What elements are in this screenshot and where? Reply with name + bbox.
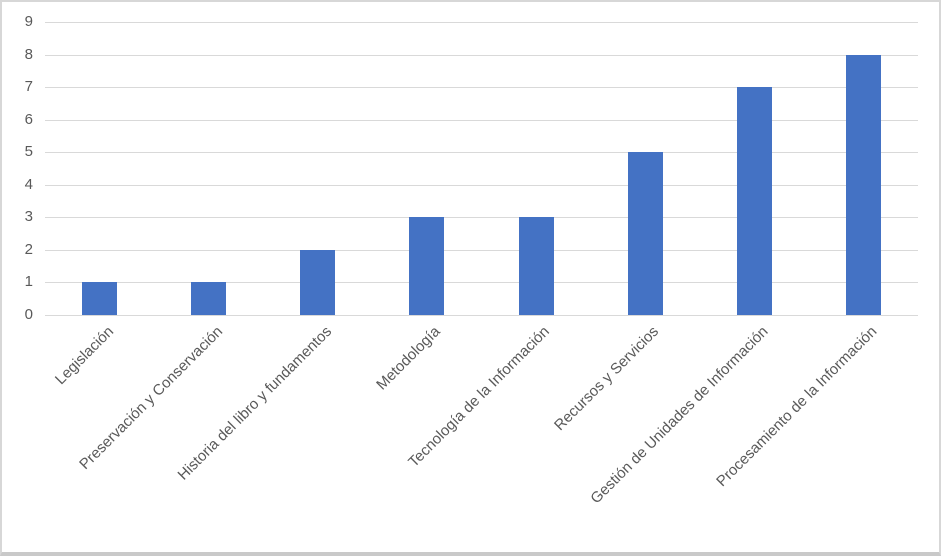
gridline [45,87,918,89]
gridline [45,184,918,186]
bar [82,282,118,315]
gridline [45,152,918,154]
bar [191,282,227,315]
gridline [45,119,918,121]
y-axis-tick-label: 2 [24,240,33,258]
y-axis-tick-label: 1 [24,273,33,291]
y-axis-tick-label: 6 [24,110,33,128]
y-axis-tick-label: 8 [24,45,33,63]
gridline [45,217,918,219]
y-axis-tick-label: 9 [24,13,33,30]
gridline [45,249,918,251]
bar [300,249,336,315]
bar [736,87,772,315]
y-axis-tick-label: 5 [24,143,33,161]
x-axis-tick-label: Metodología [373,323,444,394]
bar [845,54,881,315]
bar [627,152,663,315]
gridline [45,282,918,284]
y-axis-tick-label: 0 [24,306,33,323]
gridline [45,315,918,316]
x-axis-tick-label: Recursos y Servicios [551,323,663,435]
bar [409,217,445,315]
gridline [45,54,918,56]
y-axis-tick-label: 4 [24,175,33,193]
y-axis-tick-label: 3 [24,208,33,226]
x-axis-tick-label: Gestión de Unidades de Información [587,323,772,508]
gridline [45,22,918,23]
bar [518,217,554,315]
y-axis-tick-label: 7 [24,78,33,96]
x-axis-tick-label: Legislación [51,323,117,389]
